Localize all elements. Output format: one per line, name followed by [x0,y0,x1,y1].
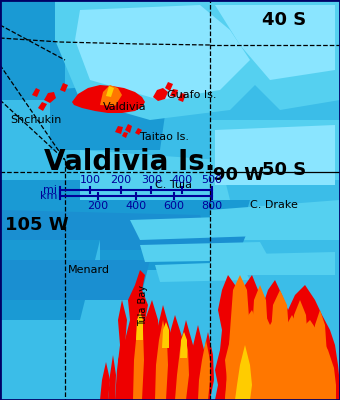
Polygon shape [178,93,186,102]
Polygon shape [180,332,187,358]
Polygon shape [60,83,68,92]
Polygon shape [288,300,312,400]
Text: 300: 300 [141,175,162,185]
Polygon shape [133,310,144,400]
Text: Guafo Is.: Guafo Is. [167,90,217,100]
Text: km: km [40,191,57,201]
Polygon shape [210,120,340,180]
Polygon shape [115,126,123,134]
Polygon shape [310,310,330,400]
Polygon shape [118,270,165,400]
Polygon shape [75,5,250,100]
Polygon shape [140,242,270,262]
Polygon shape [162,315,185,400]
Polygon shape [80,150,230,200]
Text: 50 S: 50 S [262,161,306,179]
Polygon shape [106,86,114,97]
Text: 90 W: 90 W [213,166,264,184]
Text: C. Tula: C. Tula [155,180,192,190]
Polygon shape [174,320,195,400]
Text: Menard: Menard [68,265,110,275]
Text: 600: 600 [164,201,185,211]
Polygon shape [175,332,189,400]
Polygon shape [138,300,160,400]
Text: 400: 400 [125,201,147,211]
Polygon shape [153,88,168,101]
Polygon shape [115,300,128,400]
Polygon shape [0,0,65,100]
Polygon shape [130,215,290,240]
Text: 400: 400 [171,175,192,185]
Polygon shape [72,85,145,113]
Text: C. Drake: C. Drake [250,200,298,210]
Polygon shape [128,290,148,400]
Text: 200: 200 [110,175,131,185]
Polygon shape [100,200,250,270]
Polygon shape [136,312,143,340]
Text: Valdivia: Valdivia [103,102,147,112]
Polygon shape [198,340,210,400]
Text: 40 S: 40 S [262,11,306,29]
Polygon shape [50,80,170,150]
Polygon shape [210,0,340,110]
Polygon shape [248,285,272,400]
Polygon shape [55,0,260,120]
Polygon shape [108,355,116,400]
Polygon shape [215,275,340,400]
Text: 105 W: 105 W [5,216,69,234]
Polygon shape [100,85,122,106]
Polygon shape [125,124,132,133]
Polygon shape [162,322,169,348]
Text: Taitao Is.: Taitao Is. [140,132,189,142]
Polygon shape [135,128,142,135]
Polygon shape [235,345,252,400]
Polygon shape [0,240,100,320]
Text: mi: mi [43,185,57,195]
Polygon shape [100,362,110,400]
Polygon shape [210,252,335,275]
Polygon shape [0,180,130,240]
Polygon shape [155,320,168,400]
Text: Shchukin: Shchukin [10,115,62,125]
Polygon shape [186,325,205,400]
Polygon shape [165,82,173,91]
Polygon shape [225,275,255,400]
Polygon shape [225,310,336,400]
Polygon shape [32,88,40,97]
Polygon shape [0,260,150,300]
Polygon shape [100,220,250,250]
Polygon shape [38,102,47,111]
Polygon shape [215,5,335,80]
Polygon shape [155,262,250,282]
Text: 200: 200 [87,201,108,211]
Polygon shape [44,92,56,103]
Polygon shape [210,210,335,235]
Polygon shape [266,290,294,400]
Text: 500: 500 [202,175,222,185]
Text: 100: 100 [80,175,101,185]
Polygon shape [215,125,335,185]
Text: 800: 800 [201,201,223,211]
Polygon shape [150,305,172,400]
Polygon shape [0,210,210,240]
Polygon shape [198,332,214,400]
Polygon shape [210,0,340,90]
Text: Valdivia Is.: Valdivia Is. [44,148,216,176]
Text: Tula Bay: Tula Bay [138,284,148,326]
Polygon shape [170,89,178,97]
Polygon shape [122,132,128,138]
Polygon shape [210,200,340,240]
